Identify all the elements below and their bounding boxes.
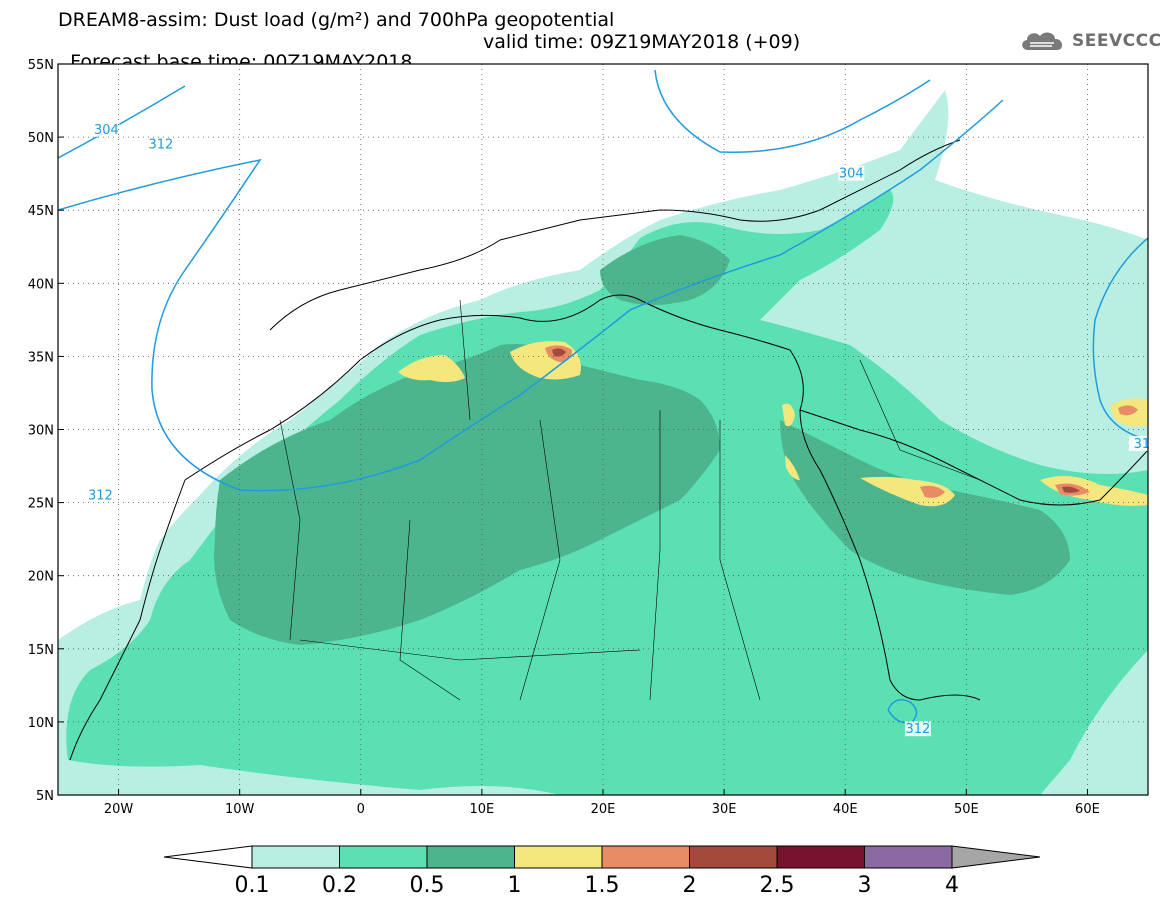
contour-label: 312 [88,488,113,503]
colorbar-label: 0.2 [322,873,357,898]
colorbar-label: 0.5 [410,873,445,898]
contour-label: 31 [1134,437,1151,452]
colorbar-label: 4 [945,873,959,898]
lon-tick-label: 20E [591,802,616,817]
colorbar-segment [251,845,340,869]
seevccc-logo: SEEVCCC [1018,28,1162,54]
contour-312-west [58,99,1004,492]
colorbar-under-triangle [163,845,253,869]
colorbar-segment [689,845,778,869]
contour-label: 304 [94,123,119,138]
lat-tick-label: 35N [28,350,54,365]
colorbar-segment [514,845,603,869]
contour-labels: 304 312 304 312 31 312 [87,121,1151,737]
lon-tick-label: 10W [225,802,255,817]
contour-label-bg [147,136,174,152]
contour-304-west [58,85,186,159]
lon-tick-label: 50E [954,802,979,817]
dust-region-1 [782,403,795,427]
dust-region-0.5 [214,344,720,645]
contour-304-east [654,69,931,153]
lat-tick-label: 50N [28,131,54,146]
dust-region-1.5 [1118,405,1138,416]
plot-area: 304 312 304 312 31 312 [58,64,1151,795]
lat-tick-label: 25N [28,497,54,512]
contour-label-bg [87,487,114,503]
lon-tick-label: 60E [1075,802,1100,817]
dust-region-2 [552,348,566,357]
lat-tick-label: 15N [28,643,54,658]
borders [279,299,981,701]
lat-tick-label: 10N [28,716,54,731]
map-title: DREAM8-assim: Dust load (g/m²) and 700hP… [58,9,615,31]
logo-text: SEEVCCC [1072,31,1162,51]
longitude-axis: 20W 10W 0 10E 20E 30E 40E 50E 60E [104,789,1100,817]
colorbar-segment [776,845,865,869]
contour-label: 312 [149,137,174,152]
dust-region-1 [860,476,955,507]
coastlines [69,139,1148,761]
lon-tick-label: 10E [470,802,495,817]
colorbar-label: 3 [858,873,872,898]
contour-label-bg [838,165,865,181]
lat-tick-label: 20N [28,570,54,585]
dust-region-1 [398,355,465,383]
lat-tick-label: 40N [28,277,54,292]
colorbar-label: 2.5 [760,873,795,898]
geopotential-contours [58,69,1148,724]
lat-tick-label: 30N [28,424,54,439]
valid-time-label: valid time: 09Z19MAY2018 (+09) [483,31,801,53]
lat-lon-grid [58,64,1148,795]
lon-tick-label: 30E [712,802,737,817]
dust-region-2 [1062,486,1080,493]
dust-region-1 [785,455,800,480]
colorbar: 0.1 0.2 0.5 1 1.5 2 2.5 3 4 [163,845,1041,898]
colorbar-segment [864,845,953,869]
colorbar-label: 0.1 [235,873,270,898]
latitude-axis: 55N 50N 45N 40N 35N 30N 25N 20N 15N 10N 5N [28,58,64,804]
lon-tick-label: 20W [104,802,134,817]
lon-tick-label: 40E [833,802,858,817]
cloud-icon [1022,32,1063,50]
lat-tick-label: 5N [36,789,54,804]
colorbar-segment [426,845,515,869]
contour-label-bg [904,721,931,737]
lat-tick-label: 55N [28,58,54,73]
contour-312-east [1092,237,1148,441]
colorbar-segment [339,845,428,869]
contour-label-bg [1128,436,1148,452]
colorbar-label: 2 [683,873,697,898]
contour-312-horn [887,699,918,724]
colorbar-over-triangle [951,845,1041,869]
contour-label: 312 [905,722,930,737]
colorbar-label: 1.5 [585,873,620,898]
dust-region-1.5 [920,485,945,498]
dust-region-0.5 [600,235,730,305]
contour-label: 304 [839,167,864,182]
colorbar-label: 1 [508,873,522,898]
dust-region-1 [1040,476,1148,506]
lat-tick-label: 45N [28,204,54,219]
colorbar-segment [601,845,690,869]
dust-region-0.5 [780,420,1070,595]
lon-tick-label: 0 [357,802,365,817]
contour-label-bg [93,121,120,137]
